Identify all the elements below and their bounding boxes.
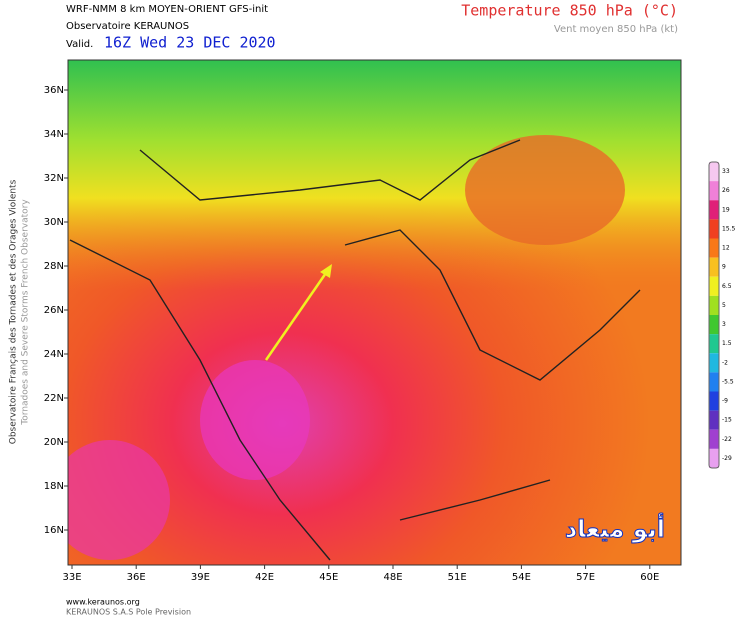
lon-label: 42E xyxy=(255,572,274,583)
footer-url: www.keraunos.org xyxy=(66,598,140,607)
lat-label: 34N xyxy=(44,129,64,140)
colorbar-label: 33 xyxy=(722,168,730,175)
colorbar-label: 1.5 xyxy=(722,340,732,347)
arrow xyxy=(264,269,330,361)
title: Temperature 850 hPa (°C) xyxy=(461,2,678,20)
model: WRF-NMM 8 km MOYEN-ORIENT GFS-init xyxy=(66,4,268,15)
side-text: Observatoire Français des Tornades et de… xyxy=(9,179,19,444)
valid-label: Valid. xyxy=(66,39,93,50)
colorbar-label: 12 xyxy=(722,245,730,252)
colorbar-label: -2 xyxy=(722,359,728,366)
colorbar-swatch xyxy=(709,162,719,182)
source: Observatoire KERAUNOS xyxy=(66,21,189,32)
lat-label: 30N xyxy=(44,217,64,228)
colorbar-frame xyxy=(708,161,720,469)
lon-label: 54E xyxy=(512,572,531,583)
colorbar-label: 5 xyxy=(722,302,726,309)
colorbar-label: 6.5 xyxy=(722,283,732,290)
lon-label: 48E xyxy=(383,572,402,583)
colorbar-label: 3 xyxy=(722,321,726,328)
colorbar-swatch xyxy=(709,315,719,335)
lon-label: 45E xyxy=(319,572,338,583)
map xyxy=(68,60,681,565)
lat-label: 32N xyxy=(44,173,64,184)
lon-label: 60E xyxy=(640,572,659,583)
dynamic: 36N 34N 32N 30N 28N 26N 24N 22N 20N 18N 16N 33E 36E 3… xyxy=(44,85,736,583)
colorbar-swatch xyxy=(709,276,719,296)
watermark: أبو ميعاد xyxy=(565,513,665,543)
lat-label: 22N xyxy=(44,393,64,404)
lat-label: 18N xyxy=(44,481,64,492)
colorbar-swatch xyxy=(709,219,719,239)
side-text: Tornadoes and Severe Storms French Obser… xyxy=(21,199,31,426)
colorbar-label: -22 xyxy=(722,436,732,443)
colorbar-swatch xyxy=(709,391,719,411)
colorbar-label: 19 xyxy=(722,206,730,213)
colorbar-swatch xyxy=(709,372,719,392)
subtitle: Vent moyen 850 hPa (kt) xyxy=(554,24,678,35)
colorbar-label: 9 xyxy=(722,264,726,271)
lon-label: 51E xyxy=(448,572,467,583)
colorbar-label: -29 xyxy=(722,455,732,462)
lat-label: 26N xyxy=(44,305,64,316)
colorbar-label: 26 xyxy=(722,187,730,194)
lat-label: 16N xyxy=(44,525,64,536)
valid-time: 16Z Wed 23 DEC 2020 xyxy=(104,34,276,52)
colorbar-label: -15 xyxy=(722,417,732,424)
lon-label: 36E xyxy=(127,572,146,583)
lat-label: 28N xyxy=(44,261,64,272)
colorbar-label: -5.5 xyxy=(722,378,734,385)
footer-company: KERAUNOS S.A.S Pole Prevision xyxy=(66,608,191,617)
lon-label: 33E xyxy=(62,572,81,583)
lat-label: 24N xyxy=(44,349,64,360)
colorbar-swatch xyxy=(709,295,719,315)
arrow-head xyxy=(320,264,332,278)
lat-label: 36N xyxy=(44,85,64,96)
lon-label: 57E xyxy=(576,572,595,583)
colorbar-swatch xyxy=(709,448,719,468)
colorbar-swatch xyxy=(709,200,719,220)
colorbar-swatch xyxy=(709,410,719,430)
colorbar-swatch xyxy=(709,181,719,201)
colorbar-swatch xyxy=(709,257,719,277)
lat-label: 20N xyxy=(44,437,64,448)
colorbar-swatch xyxy=(709,429,719,449)
map-frame xyxy=(67,59,682,566)
colorbar-swatch xyxy=(709,353,719,373)
colorbar-swatch xyxy=(709,238,719,258)
colorbar-swatch xyxy=(709,334,719,354)
colorbar-label: -9 xyxy=(722,398,728,405)
lon-label: 39E xyxy=(191,572,210,583)
colorbar-label: 15.5 xyxy=(722,225,736,232)
